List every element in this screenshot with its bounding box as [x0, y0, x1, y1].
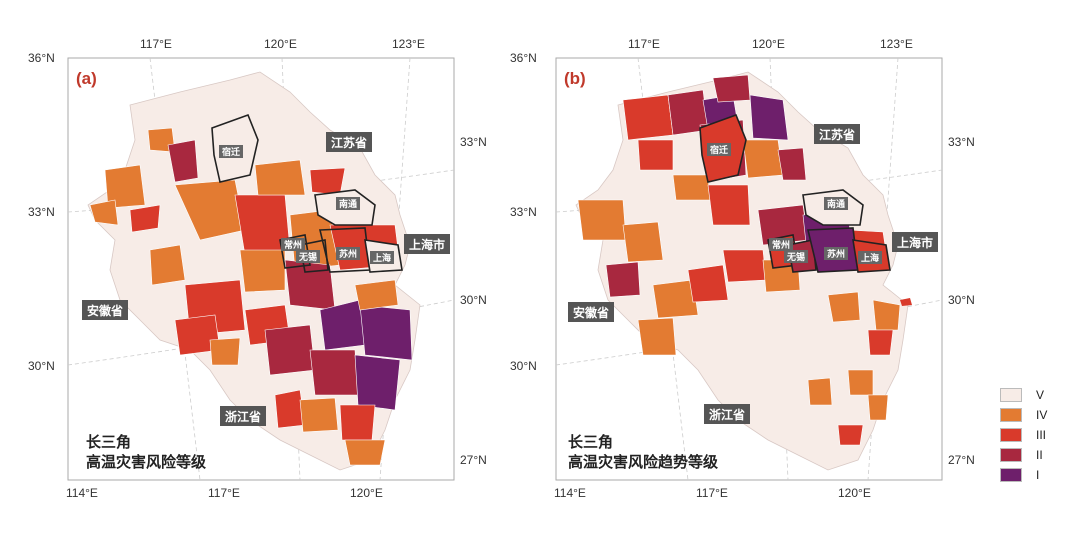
svg-text:安徽省: 安徽省	[87, 303, 123, 318]
longitude-labels-top: 117°E 120°E 123°E	[140, 37, 425, 51]
svg-text:120°E: 120°E	[350, 486, 383, 500]
svg-text:33°N: 33°N	[948, 135, 975, 149]
legend-swatch	[1000, 468, 1022, 482]
svg-text:33°N: 33°N	[28, 205, 55, 219]
svg-text:123°E: 123°E	[392, 37, 425, 51]
svg-text:苏州: 苏州	[339, 248, 357, 260]
svg-text:36°N: 36°N	[510, 51, 537, 65]
svg-text:114°E: 114°E	[66, 486, 98, 500]
panel-a-map: 36°N 33°N 30°N 33°N 30°N 27°N 117°E 120°…	[28, 37, 487, 500]
legend-label: III	[1036, 428, 1047, 442]
legend-label: I	[1036, 468, 1040, 482]
svg-text:27°N: 27°N	[948, 453, 975, 467]
svg-text:高温灾害风险等级: 高温灾害风险等级	[86, 453, 207, 471]
svg-text:江苏省: 江苏省	[331, 135, 367, 150]
svg-text:长三角: 长三角	[568, 433, 613, 451]
island	[900, 298, 912, 306]
legend-label: IV	[1036, 408, 1048, 422]
legend-swatch	[1000, 408, 1022, 422]
svg-text:33°N: 33°N	[510, 205, 537, 219]
svg-text:上海: 上海	[373, 252, 391, 264]
svg-text:常州: 常州	[284, 239, 302, 251]
svg-text:33°N: 33°N	[460, 135, 487, 149]
svg-text:南通: 南通	[827, 198, 845, 210]
longitude-labels-bottom: 114°E 117°E 120°E	[554, 486, 871, 500]
svg-text:宿迁: 宿迁	[222, 146, 240, 158]
svg-text:上海市: 上海市	[409, 237, 445, 252]
svg-text:27°N: 27°N	[460, 453, 487, 467]
panel-label: (b)	[564, 69, 586, 88]
legend-label: V	[1036, 388, 1045, 402]
svg-text:安徽省: 安徽省	[573, 305, 609, 320]
svg-text:长三角: 长三角	[86, 433, 131, 451]
svg-text:120°E: 120°E	[838, 486, 871, 500]
legend-item-ii: II	[1000, 445, 1070, 465]
svg-text:117°E: 117°E	[208, 486, 240, 500]
svg-text:120°E: 120°E	[264, 37, 297, 51]
svg-text:苏州: 苏州	[827, 248, 845, 260]
svg-text:南通: 南通	[339, 198, 357, 210]
province-labels: 江苏省 上海市 安徽省 浙江省	[82, 132, 450, 426]
svg-text:无锡: 无锡	[786, 251, 805, 263]
svg-text:30°N: 30°N	[510, 359, 537, 373]
svg-text:江苏省: 江苏省	[819, 127, 855, 142]
svg-text:无锡: 无锡	[298, 251, 317, 263]
svg-text:117°E: 117°E	[696, 486, 728, 500]
longitude-labels-top: 117°E 120°E 123°E	[628, 37, 913, 51]
latitude-labels-right: 33°N 30°N 27°N	[460, 135, 487, 467]
svg-text:30°N: 30°N	[28, 359, 55, 373]
panel-b-map: 36°N 33°N 30°N 33°N 30°N 27°N 117°E 120°…	[510, 37, 975, 500]
legend-item-v: V	[1000, 385, 1070, 405]
legend-item-i: I	[1000, 465, 1070, 485]
svg-text:123°E: 123°E	[880, 37, 913, 51]
svg-text:117°E: 117°E	[628, 37, 660, 51]
panel-label: (a)	[76, 69, 97, 88]
legend-label: II	[1036, 448, 1043, 462]
legend: V IV III II I	[1000, 385, 1070, 485]
svg-text:高温灾害风险趋势等级: 高温灾害风险趋势等级	[568, 453, 719, 471]
svg-text:浙江省: 浙江省	[709, 407, 745, 422]
longitude-labels-bottom: 114°E 117°E 120°E	[66, 486, 383, 500]
svg-text:36°N: 36°N	[28, 51, 55, 65]
latitude-labels-right: 33°N 30°N 27°N	[948, 135, 975, 467]
legend-swatch	[1000, 388, 1022, 402]
map-title: 长三角 高温灾害风险趋势等级	[568, 433, 719, 471]
svg-text:114°E: 114°E	[554, 486, 586, 500]
svg-text:30°N: 30°N	[460, 293, 487, 307]
legend-item-iii: III	[1000, 425, 1070, 445]
svg-text:30°N: 30°N	[948, 293, 975, 307]
legend-swatch	[1000, 428, 1022, 442]
latitude-labels-left: 36°N 33°N 30°N	[28, 51, 55, 373]
svg-text:浙江省: 浙江省	[225, 409, 261, 424]
legend-item-iv: IV	[1000, 405, 1070, 425]
svg-text:上海市: 上海市	[897, 235, 933, 250]
province-labels: 江苏省 上海市 安徽省 浙江省	[568, 124, 938, 424]
city-labels: 宿迁 南通 常州 无锡 苏州 上海	[707, 143, 882, 264]
map-title: 长三角 高温灾害风险等级	[86, 433, 207, 471]
svg-text:117°E: 117°E	[140, 37, 172, 51]
legend-swatch	[1000, 448, 1022, 462]
svg-text:宿迁: 宿迁	[710, 144, 728, 156]
svg-text:上海: 上海	[861, 252, 879, 264]
latitude-labels-left: 36°N 33°N 30°N	[510, 51, 537, 373]
svg-text:120°E: 120°E	[752, 37, 785, 51]
city-labels: 宿迁 南通 常州 无锡 苏州 上海	[219, 145, 394, 264]
svg-text:常州: 常州	[772, 239, 790, 251]
